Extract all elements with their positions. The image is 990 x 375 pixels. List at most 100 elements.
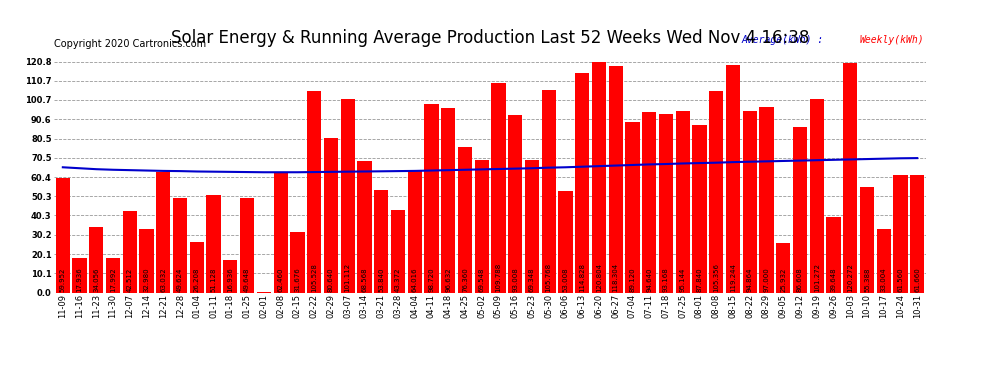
Bar <box>72 258 87 292</box>
Text: 63.032: 63.032 <box>160 267 166 291</box>
Text: 120.804: 120.804 <box>596 262 602 291</box>
Bar <box>307 91 321 292</box>
Bar <box>240 198 254 292</box>
Text: 49.624: 49.624 <box>177 267 183 291</box>
Bar <box>793 127 807 292</box>
Text: 34.056: 34.056 <box>93 267 99 291</box>
Bar <box>106 258 120 292</box>
Text: 61.560: 61.560 <box>898 267 904 291</box>
Bar <box>525 160 540 292</box>
Text: 62.460: 62.460 <box>277 267 283 291</box>
Text: 43.372: 43.372 <box>395 267 401 291</box>
Bar <box>508 115 523 292</box>
Bar <box>776 243 790 292</box>
Text: 69.348: 69.348 <box>529 267 535 291</box>
Bar <box>558 191 572 292</box>
Text: 39.648: 39.648 <box>831 267 837 291</box>
Bar <box>391 210 405 292</box>
Text: 25.932: 25.932 <box>780 267 786 291</box>
Bar <box>89 227 103 292</box>
Text: 59.952: 59.952 <box>59 267 65 291</box>
Text: 114.828: 114.828 <box>579 262 585 291</box>
Bar <box>877 230 891 292</box>
Bar <box>290 232 305 292</box>
Text: 94.864: 94.864 <box>746 267 752 291</box>
Bar <box>810 99 824 292</box>
Bar <box>592 62 606 292</box>
Bar <box>609 66 623 292</box>
Text: 17.992: 17.992 <box>110 267 116 291</box>
Text: 55.388: 55.388 <box>864 267 870 291</box>
Bar <box>542 90 555 292</box>
Bar <box>442 108 455 292</box>
Bar <box>190 242 204 292</box>
Bar <box>425 104 439 292</box>
Text: 96.632: 96.632 <box>446 267 451 291</box>
Bar <box>273 173 288 292</box>
Text: 105.768: 105.768 <box>545 262 551 291</box>
Bar <box>474 159 489 292</box>
Bar <box>357 161 371 292</box>
Bar <box>374 190 388 292</box>
Text: 69.548: 69.548 <box>479 267 485 291</box>
Text: 80.640: 80.640 <box>328 267 334 291</box>
Text: 32.980: 32.980 <box>144 267 149 291</box>
Bar <box>893 175 908 292</box>
Bar <box>860 187 874 292</box>
Bar <box>709 91 724 292</box>
Bar <box>341 99 354 292</box>
Title: Solar Energy & Running Average Production Last 52 Weeks Wed Nov 4 16:38: Solar Energy & Running Average Productio… <box>171 29 809 47</box>
Text: 31.676: 31.676 <box>294 267 300 291</box>
Text: 94.640: 94.640 <box>646 267 652 291</box>
Text: 16.936: 16.936 <box>228 267 234 291</box>
Text: 51.128: 51.128 <box>211 267 217 291</box>
Text: 105.356: 105.356 <box>713 262 719 291</box>
Text: 33.004: 33.004 <box>881 267 887 291</box>
Bar <box>173 198 187 292</box>
Bar <box>140 230 153 292</box>
Text: 87.840: 87.840 <box>697 267 703 291</box>
Text: 61.660: 61.660 <box>915 267 921 291</box>
Text: 86.608: 86.608 <box>797 267 803 291</box>
Text: 118.304: 118.304 <box>613 262 619 291</box>
Bar <box>910 175 925 292</box>
Text: 119.244: 119.244 <box>730 262 736 291</box>
Text: 42.512: 42.512 <box>127 267 133 291</box>
Text: 53.008: 53.008 <box>562 267 568 291</box>
Bar <box>324 138 338 292</box>
Text: 120.272: 120.272 <box>847 262 853 291</box>
Text: 101.112: 101.112 <box>345 262 350 291</box>
Text: 101.272: 101.272 <box>814 262 820 291</box>
Bar <box>742 111 757 292</box>
Text: Weekly(kWh): Weekly(kWh) <box>859 35 924 45</box>
Text: 93.008: 93.008 <box>512 267 518 291</box>
Text: 64.016: 64.016 <box>412 267 418 291</box>
Bar <box>692 124 707 292</box>
Bar <box>827 217 841 292</box>
Bar <box>224 260 238 292</box>
Text: 76.360: 76.360 <box>462 267 468 291</box>
Bar <box>675 111 690 292</box>
Text: 49.648: 49.648 <box>245 267 250 291</box>
Text: 95.144: 95.144 <box>680 267 686 291</box>
Bar <box>207 195 221 292</box>
Bar <box>726 64 741 292</box>
Bar <box>123 211 137 292</box>
Bar <box>643 112 656 292</box>
Text: 98.720: 98.720 <box>429 267 435 291</box>
Bar <box>156 172 170 292</box>
Bar <box>575 73 589 292</box>
Text: 17.936: 17.936 <box>76 267 82 291</box>
Text: 89.120: 89.120 <box>630 267 636 291</box>
Text: 68.568: 68.568 <box>361 267 367 291</box>
Text: 105.528: 105.528 <box>311 262 317 291</box>
Text: 109.788: 109.788 <box>495 262 501 291</box>
Bar <box>457 147 472 292</box>
Text: Copyright 2020 Cartronics.com: Copyright 2020 Cartronics.com <box>54 39 207 49</box>
Bar <box>491 82 506 292</box>
Bar <box>626 122 640 292</box>
Text: 93.168: 93.168 <box>663 267 669 291</box>
Bar <box>659 114 673 292</box>
Bar <box>55 178 70 292</box>
Text: 53.840: 53.840 <box>378 267 384 291</box>
